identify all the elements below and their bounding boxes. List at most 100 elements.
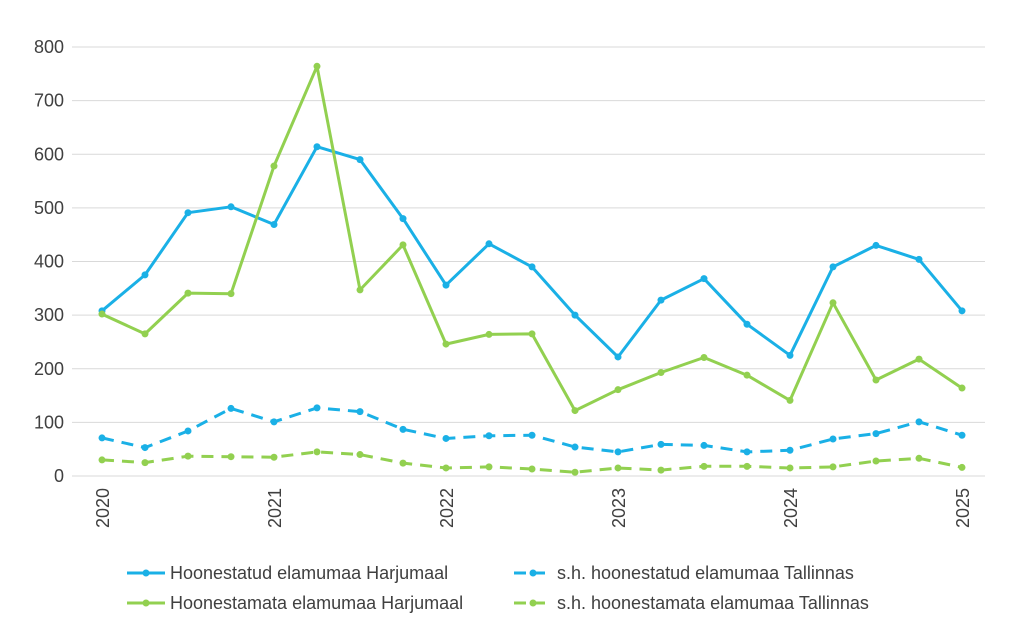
legend-label: s.h. hoonestamata elamumaa Tallinnas	[557, 593, 869, 613]
data-point	[700, 441, 708, 449]
data-point	[958, 307, 966, 315]
legend: Hoonestatud elamumaa Harjumaal s.h. hoone…	[127, 563, 869, 613]
data-point	[528, 465, 536, 473]
data-point	[958, 463, 966, 471]
series-group	[98, 62, 966, 476]
data-point	[700, 275, 708, 283]
data-point	[915, 418, 923, 426]
x-tick-label: 2021	[265, 488, 285, 528]
data-point	[270, 453, 278, 461]
legend-marker	[142, 569, 150, 577]
legend-label: s.h. hoonestatud elamumaa Tallinnas	[557, 563, 854, 583]
data-point	[657, 440, 665, 448]
data-point	[399, 425, 407, 433]
data-point	[657, 466, 665, 474]
y-tick-label: 500	[34, 198, 64, 218]
data-point	[614, 448, 622, 456]
y-tick-label: 200	[34, 359, 64, 379]
series-line	[101, 406, 963, 454]
series-line	[101, 145, 964, 359]
data-point	[442, 281, 450, 289]
data-point	[571, 407, 579, 415]
legend-item: Hoonestamata elamumaa Harjumaal	[127, 593, 463, 613]
data-point	[98, 456, 106, 464]
x-tick-label: 2020	[93, 488, 113, 528]
data-point	[313, 448, 321, 456]
data-point	[657, 296, 665, 304]
y-tick-label: 600	[34, 144, 64, 164]
data-point	[270, 162, 278, 170]
y-tick-label: 0	[54, 466, 64, 486]
data-point	[141, 330, 149, 338]
data-point	[356, 156, 364, 164]
legend-label: Hoonestamata elamumaa Harjumaal	[170, 593, 463, 613]
data-point	[184, 452, 192, 460]
data-point	[227, 453, 235, 461]
legend-label: Hoonestatud elamumaa Harjumaal	[170, 563, 448, 583]
data-point	[786, 446, 794, 454]
data-point	[399, 241, 407, 249]
data-point	[270, 418, 278, 426]
data-point	[786, 396, 794, 404]
data-point	[98, 434, 106, 442]
data-point	[872, 241, 880, 249]
data-point	[227, 404, 235, 412]
legend-item: s.h. hoonestatud elamumaa Tallinnas	[514, 563, 854, 583]
data-point	[184, 289, 192, 297]
data-point	[958, 431, 966, 439]
data-point	[442, 340, 450, 348]
y-axis: 0 100 200 300 400 500 600 700 800	[34, 37, 64, 486]
x-tick-label: 2024	[781, 488, 801, 528]
data-point	[442, 434, 450, 442]
data-point	[485, 463, 493, 471]
data-point	[98, 310, 106, 318]
data-point	[958, 384, 966, 392]
data-point	[915, 355, 923, 363]
x-tick-label: 2025	[953, 488, 973, 528]
data-point	[356, 286, 364, 294]
data-point	[528, 431, 536, 439]
legend-marker	[142, 599, 150, 607]
data-point	[227, 290, 235, 298]
data-point	[700, 462, 708, 470]
series-3	[98, 62, 966, 415]
legend-marker	[529, 599, 537, 607]
data-point	[485, 432, 493, 440]
data-point	[743, 371, 751, 379]
data-point	[743, 462, 751, 470]
x-axis: 2020 2021 2022 2023 2024 2025	[93, 488, 973, 528]
data-point	[915, 255, 923, 263]
data-point	[872, 376, 880, 384]
data-point	[872, 457, 880, 465]
series-1	[98, 143, 966, 361]
y-tick-label: 100	[34, 412, 64, 432]
data-point	[399, 215, 407, 223]
data-point	[571, 311, 579, 319]
data-point	[829, 463, 837, 471]
data-point	[571, 443, 579, 451]
data-point	[571, 468, 579, 476]
data-point	[743, 448, 751, 456]
data-point	[829, 299, 837, 307]
y-tick-label: 300	[34, 305, 64, 325]
data-point	[786, 464, 794, 472]
data-point	[485, 330, 493, 338]
data-point	[141, 459, 149, 467]
data-point	[872, 430, 880, 438]
legend-item: s.h. hoonestamata elamumaa Tallinnas	[514, 593, 869, 613]
gridlines	[72, 46, 985, 477]
data-point	[614, 353, 622, 361]
series-4	[98, 448, 966, 476]
y-tick-label: 700	[34, 91, 64, 111]
data-point	[528, 330, 536, 338]
data-point	[528, 263, 536, 271]
data-point	[356, 451, 364, 459]
data-point	[313, 404, 321, 412]
data-point	[829, 263, 837, 271]
data-point	[313, 62, 321, 70]
series-line	[101, 450, 963, 474]
data-point	[442, 464, 450, 472]
y-tick-label: 400	[34, 252, 64, 272]
data-point	[270, 220, 278, 228]
